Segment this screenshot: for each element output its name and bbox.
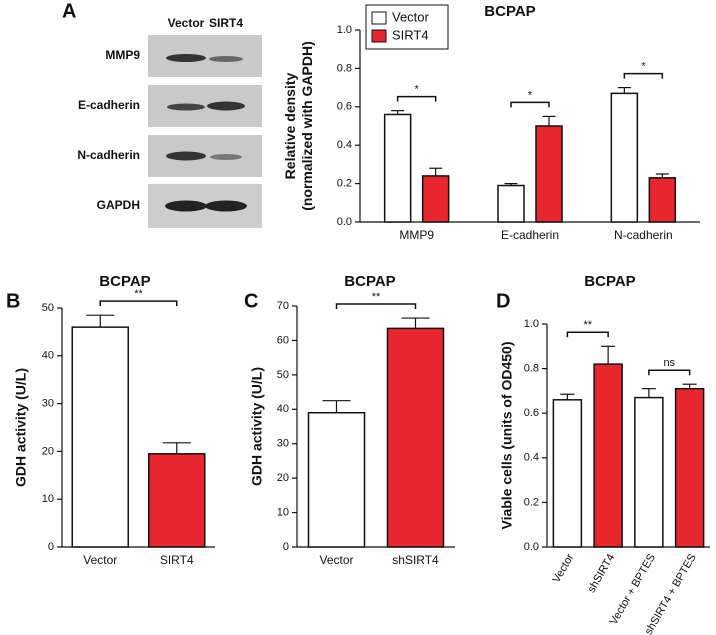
bar	[421, 175, 450, 223]
y-tick-label: 0.4	[524, 452, 539, 464]
bar	[674, 387, 705, 548]
x-tick-label: SIRT4	[160, 553, 194, 567]
blot-band	[205, 200, 247, 212]
chart-title: BCPAP	[344, 273, 395, 290]
legend-swatch	[371, 11, 387, 25]
y-tick-label: 40	[277, 403, 289, 415]
y-tick-label: 20	[42, 445, 54, 457]
y-tick-label: 0.2	[524, 496, 539, 508]
y-tick-label: 50	[277, 369, 289, 381]
y-tick-label: 0.0	[337, 216, 352, 228]
blot-row: MMP9	[105, 48, 140, 62]
bar	[552, 399, 583, 548]
x-tick-label: Vector	[83, 553, 117, 567]
panel-letter: D	[496, 290, 510, 312]
legend-swatch	[371, 29, 387, 43]
blot-row: GAPDH	[97, 198, 140, 212]
chart-title: BCPAP	[584, 273, 635, 290]
y-tick-label: 0.6	[337, 101, 352, 113]
y-tick-label: 30	[42, 398, 54, 410]
y-axis-label: Relative density	[282, 72, 298, 179]
significance-bracket	[623, 72, 664, 79]
y-tick-label: 20	[277, 472, 289, 484]
legend-label: SIRT4	[392, 27, 429, 42]
panel-letter: B	[6, 290, 20, 312]
blot-band	[165, 200, 207, 212]
x-tick-label: N-cadherin	[614, 228, 673, 242]
y-tick-label: 60	[277, 334, 289, 346]
y-axis-label: GDH activity (U/L)	[13, 368, 29, 487]
blot-band	[209, 56, 243, 62]
y-tick-label: 0.8	[337, 62, 352, 74]
bar	[148, 453, 206, 548]
chart-title: BCPAP	[484, 3, 535, 20]
bar	[634, 396, 664, 548]
blot-row: N-cadherin	[77, 148, 140, 162]
bar	[610, 92, 639, 223]
significance-label: **	[372, 291, 381, 303]
chart-title: BCPAP	[99, 273, 150, 290]
significance-label: **	[134, 288, 143, 300]
significance-bracket	[396, 95, 437, 102]
blot-band	[166, 54, 206, 62]
y-tick-label: 0	[48, 541, 54, 553]
blot-band	[210, 154, 242, 160]
significance-label: *	[415, 84, 420, 96]
significance-bracket	[335, 303, 417, 310]
bar	[497, 184, 525, 223]
y-tick-label: 70	[277, 300, 289, 312]
x-tick-label: shSIRT4	[586, 552, 618, 595]
bar	[386, 327, 445, 548]
significance-label: *	[641, 61, 646, 73]
y-tick-label: 50	[42, 302, 54, 314]
y-tick-label: 10	[277, 506, 289, 518]
y-tick-label: 0.6	[524, 407, 539, 419]
y-tick-label: 10	[42, 493, 54, 505]
y-tick-label: 0.0	[524, 541, 539, 553]
y-axis-label: (normalized with GAPDH)	[299, 41, 315, 211]
blot-band	[167, 103, 205, 111]
y-tick-label: 0.2	[337, 178, 352, 190]
bar	[535, 125, 563, 223]
y-tick-label: 1.0	[524, 318, 539, 330]
blot-column: Vector	[168, 16, 205, 30]
blot-band	[207, 101, 245, 111]
y-tick-label: 1.0	[337, 24, 352, 36]
x-tick-label: Vector	[551, 552, 577, 585]
significance-bracket	[566, 331, 609, 338]
y-tick-label: 0.4	[337, 139, 352, 151]
significance-label: ns	[663, 357, 675, 369]
y-tick-label: 0	[283, 541, 289, 553]
y-tick-label: 30	[277, 438, 289, 450]
panel-letter: A	[62, 0, 76, 22]
bar	[648, 177, 677, 223]
x-tick-label: MMP9	[399, 228, 434, 242]
y-axis-label: GDH activity (U/L)	[249, 367, 265, 486]
significance-bracket	[648, 369, 691, 376]
blot-band	[166, 151, 206, 161]
bar	[593, 363, 623, 548]
x-tick-label: E-cadherin	[501, 228, 559, 242]
blot-strip	[148, 35, 262, 77]
x-tick-label: shSIRT4	[392, 553, 439, 567]
bar	[383, 113, 412, 223]
y-axis-label: Viable cells (units of OD450)	[499, 341, 515, 529]
blot-row: E-cadherin	[78, 98, 140, 112]
x-tick-label: Vector	[319, 553, 353, 567]
y-tick-label: 0.8	[524, 363, 539, 375]
significance-bracket	[510, 101, 550, 108]
panel-letter: C	[244, 290, 258, 312]
y-tick-label: 40	[42, 350, 54, 362]
bar	[307, 411, 366, 548]
significance-label: **	[583, 319, 592, 331]
significance-bracket	[99, 300, 178, 307]
legend-label: Vector	[392, 9, 430, 24]
bar	[71, 326, 129, 548]
significance-label: *	[528, 89, 533, 101]
blot-column: SIRT4	[209, 16, 243, 30]
